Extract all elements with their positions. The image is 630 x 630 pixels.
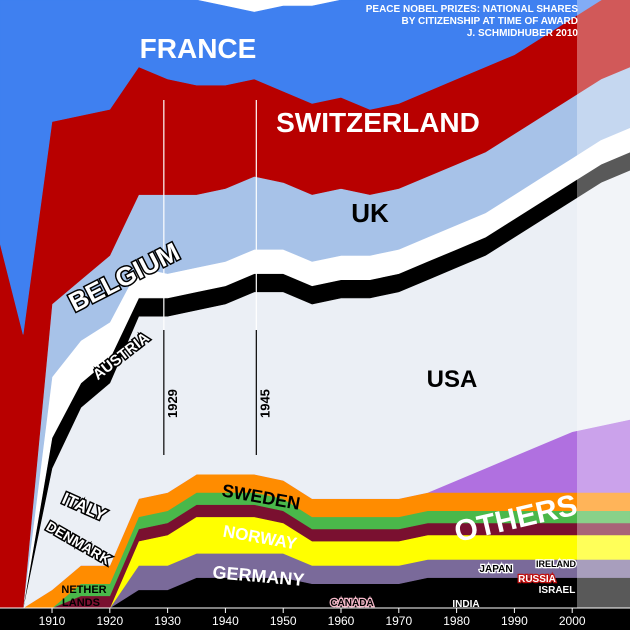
x-tick-label: 1990 [501, 614, 528, 628]
x-tick-label: 2000 [559, 614, 586, 628]
year-marker-label: 1929 [165, 389, 180, 418]
x-tick-label: 1910 [39, 614, 66, 628]
x-tick-label: 1950 [270, 614, 297, 628]
series-areas [0, 0, 630, 609]
x-tick-label: 1970 [385, 614, 412, 628]
label-canada: CANADA [330, 598, 373, 609]
label-russia: RUSSIA [518, 574, 556, 585]
x-axis: 1910 1920 1930 1940 1950 1960 1970 1980 1990 2000 [0, 607, 630, 630]
label-france: FRANCE [140, 33, 257, 64]
recent-years-band [577, 0, 630, 608]
year-marker-label: 1945 [257, 389, 272, 418]
x-tick-label: 1940 [212, 614, 239, 628]
label-ireland: IRELAND [536, 559, 576, 569]
annotations: 1929 1945 [163, 0, 630, 608]
label-switzerland: SWITZERLAND [276, 107, 480, 138]
chart-title: PEACE NOBEL PRIZES: NATIONAL SHARES [365, 4, 578, 15]
label-usa: USA [427, 366, 478, 393]
label-israel: ISRAEL [539, 585, 576, 596]
area-france [0, 0, 602, 335]
x-tick-label: 1920 [96, 614, 123, 628]
label-japan: JAPAN [479, 564, 512, 575]
chart-header: PEACE NOBEL PRIZES: NATIONAL SHARES BY C… [366, 4, 578, 40]
label-uk: UK [351, 198, 389, 228]
label-poland: POLAND [499, 591, 541, 602]
label-india: INDIA [452, 599, 479, 610]
label-netherlands-line2: LANDS [62, 597, 100, 609]
x-tick-label: 1930 [154, 614, 181, 628]
x-tick-label: 1960 [328, 614, 355, 628]
label-netherlands-line1: NETHER [61, 584, 106, 596]
x-axis-band [0, 608, 630, 630]
x-tick-label: 1980 [443, 614, 470, 628]
chart-subtitle: BY CITIZENSHIP AT TIME OF AWARD [401, 16, 579, 27]
chart-author: J. SCHMIDHUBER 2010 [466, 28, 578, 39]
